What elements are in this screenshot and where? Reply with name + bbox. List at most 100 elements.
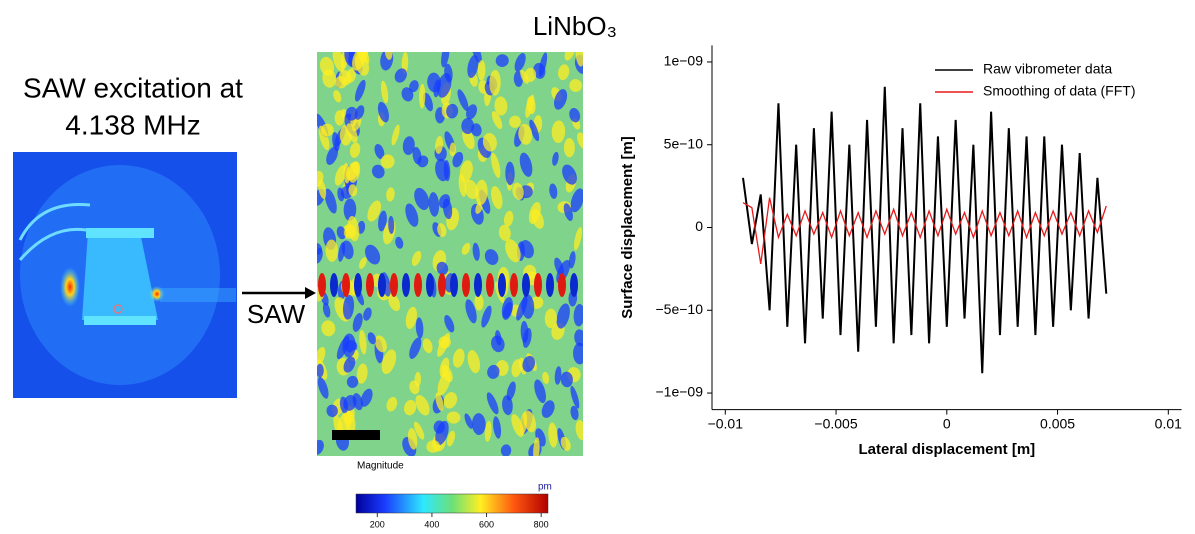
wave-blob — [325, 239, 339, 262]
wave-blob — [577, 132, 583, 150]
wave-blob — [381, 349, 397, 375]
wave-blob — [569, 79, 582, 92]
wave-row-blob — [390, 273, 398, 297]
wave-blob — [422, 338, 433, 354]
wave-blob — [407, 428, 418, 450]
wave-blob — [471, 413, 486, 435]
wave-blob — [487, 364, 500, 379]
wave-blob — [481, 305, 492, 328]
wave-blob — [347, 215, 360, 242]
arrow-head — [305, 287, 316, 299]
frequency-text: 4.138 MHz — [65, 109, 200, 140]
wave-blob — [568, 251, 576, 269]
wave-blob — [346, 123, 358, 143]
wave-blob — [356, 363, 368, 384]
x-tick-label: −0.005 — [814, 415, 857, 431]
wave-blob — [404, 399, 417, 416]
y-tick-label: 0 — [695, 218, 703, 234]
wave-blob — [491, 335, 505, 353]
wave-blob — [346, 375, 359, 388]
wave-blob — [352, 313, 363, 332]
wave-blob — [558, 64, 570, 81]
wave-blob — [534, 379, 546, 404]
wave-blob — [446, 103, 459, 119]
wave-row-blob — [570, 273, 578, 297]
wave-blob — [336, 226, 346, 240]
wave-blob — [435, 135, 444, 154]
wave-blob — [326, 404, 338, 418]
wave-row-blob — [318, 273, 326, 297]
x-tick-label: 0 — [943, 415, 951, 431]
wave-blob — [367, 200, 382, 222]
wave-blob — [442, 198, 453, 220]
legend-label: Raw vibrometer data — [983, 61, 1112, 77]
wave-blob — [415, 317, 424, 339]
wave-blob — [562, 164, 577, 185]
wave-blob — [414, 187, 430, 211]
wave-blob — [428, 192, 440, 217]
wave-blob — [484, 249, 499, 266]
wave-blob — [317, 376, 329, 399]
wave-blob — [405, 203, 419, 227]
wave-blob — [573, 303, 583, 327]
wave-row-blob — [438, 273, 446, 297]
wave-blob — [346, 68, 357, 83]
wave-blob — [391, 124, 400, 146]
wave-blob — [486, 392, 499, 415]
y-tick-label: −1e−09 — [656, 384, 704, 400]
wave-blob — [570, 385, 580, 409]
wave-blob — [570, 405, 579, 421]
y-tick-label: −5e−10 — [656, 301, 704, 317]
wave-blob — [365, 244, 381, 265]
wave-row-blob — [366, 273, 374, 297]
wave-blob — [446, 430, 456, 447]
wave-blob — [500, 444, 512, 456]
wave-row-blob — [534, 273, 542, 297]
wave-blob — [359, 52, 370, 64]
wave-blob — [317, 346, 326, 369]
wave-blob — [378, 210, 387, 232]
wave-row-blob — [498, 273, 506, 297]
wave-blob — [380, 154, 395, 169]
wave-blob — [386, 396, 398, 412]
wave-blob — [324, 188, 337, 214]
wave-blob — [345, 106, 358, 121]
wave-blob — [386, 187, 395, 202]
wave-blob — [556, 303, 570, 329]
wave-blob — [471, 123, 482, 137]
colorbar-unit: pm — [538, 482, 552, 493]
wave-blob — [334, 75, 348, 89]
wave-blob — [341, 240, 354, 260]
series-line — [742, 86, 1108, 374]
wave-blob — [493, 416, 502, 439]
wave-blob — [575, 420, 583, 441]
excitation-text: SAW excitation at — [23, 72, 243, 103]
wave-row-blob — [522, 273, 530, 297]
wave-blob — [474, 293, 484, 311]
wave-blob — [520, 240, 534, 259]
wave-row-blob — [426, 273, 434, 297]
wave-blob — [415, 395, 430, 416]
wave-blob — [551, 120, 566, 144]
wave-blob — [343, 198, 357, 221]
wave-blob — [317, 439, 324, 455]
legend-label: Smoothing of data (FFT) — [983, 83, 1136, 99]
wave-row-blob — [354, 273, 362, 297]
wave-blob — [343, 395, 357, 411]
wave-blob — [505, 239, 521, 263]
colorbar-tick-label: 200 — [370, 519, 385, 529]
wave-blob — [449, 142, 456, 157]
wave-row-blob — [474, 273, 482, 297]
wave-row-blob — [558, 273, 566, 297]
wave-blob — [548, 422, 558, 448]
wave-blob — [574, 329, 583, 347]
wave-row-blob — [378, 273, 386, 297]
wave-row-blob — [462, 273, 470, 297]
wave-blob — [388, 293, 401, 312]
colorbar-tick-label: 600 — [479, 519, 494, 529]
wave-blob — [461, 242, 471, 255]
wave-blob — [569, 107, 581, 123]
material-label: LiNbO₃ — [533, 11, 617, 41]
wave-blob — [533, 62, 546, 79]
